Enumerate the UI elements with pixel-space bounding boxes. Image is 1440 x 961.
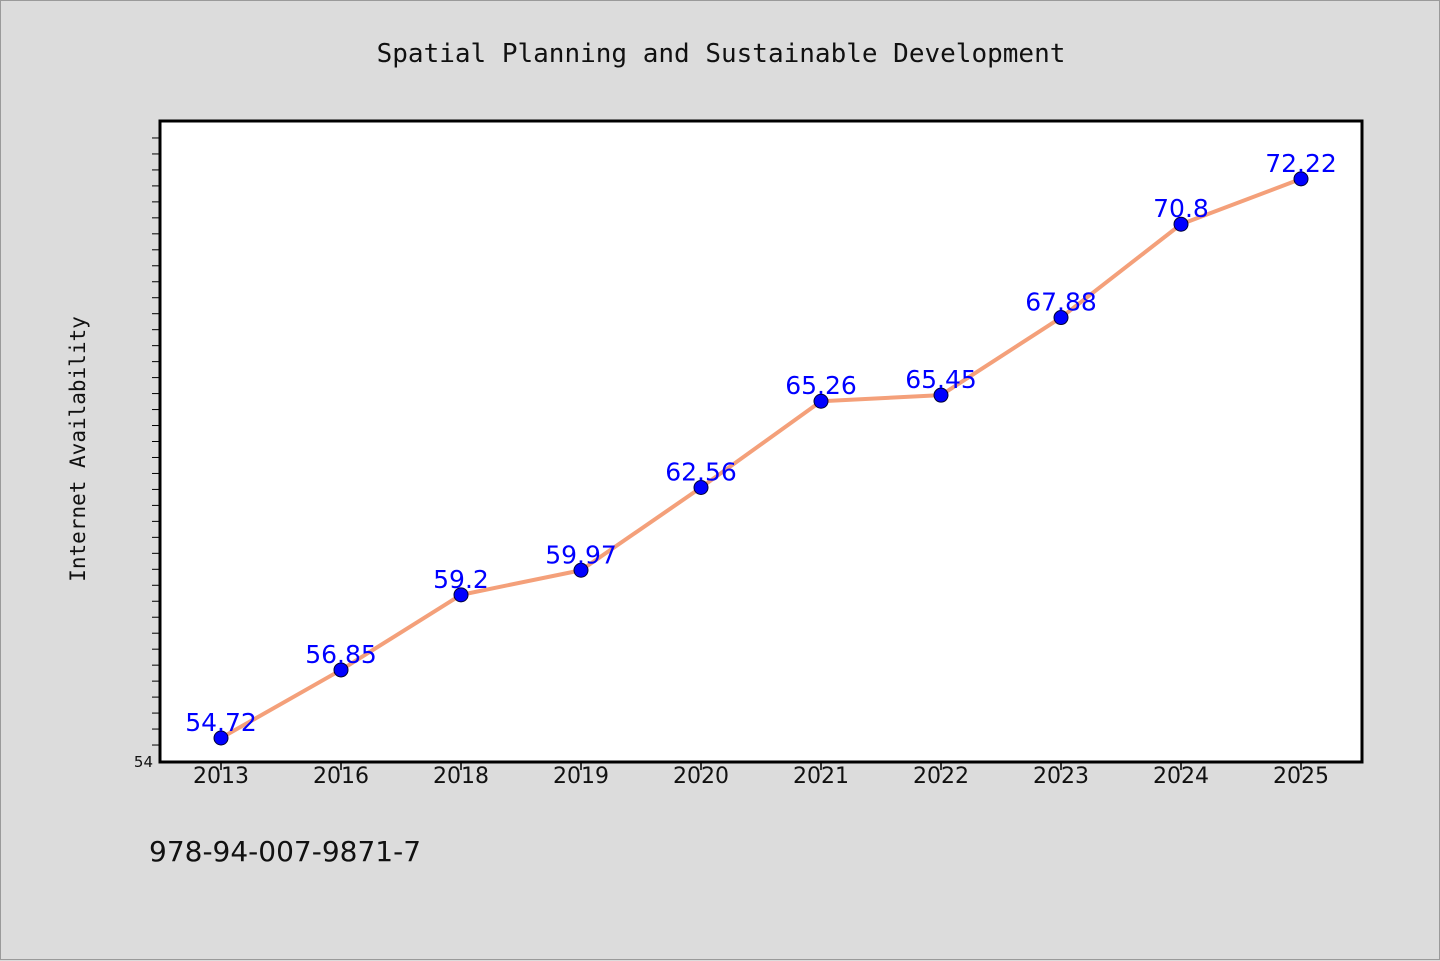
y-tick-label-min: 54 bbox=[134, 753, 153, 771]
data-point bbox=[1053, 310, 1069, 326]
x-tick-label: 2018 bbox=[433, 764, 489, 789]
x-tick-label: 2020 bbox=[673, 764, 729, 789]
data-point bbox=[213, 730, 229, 746]
data-label: 65.26 bbox=[785, 371, 857, 400]
x-axis-ticks: 2013 2016 2018 2019 2020 2021 2022 2023 2024 2025 bbox=[193, 762, 1329, 789]
data-label: 59.97 bbox=[545, 540, 617, 569]
x-tick-label: 2019 bbox=[553, 764, 609, 789]
series-line bbox=[219, 176, 1303, 740]
data-label: 56.85 bbox=[305, 640, 377, 669]
data-point bbox=[813, 393, 829, 409]
x-tick-label: 2016 bbox=[313, 764, 369, 789]
isbn-text: 978-94-007-9871-7 bbox=[149, 835, 422, 868]
data-label: 65.45 bbox=[905, 365, 977, 394]
plot-area bbox=[158, 119, 1364, 764]
x-tick-label: 2022 bbox=[913, 764, 969, 789]
data-label: 67.88 bbox=[1025, 288, 1097, 317]
y-minor-ticks bbox=[152, 137, 160, 746]
data-point bbox=[453, 587, 469, 603]
y-axis-label: Internet Availability bbox=[66, 316, 90, 582]
data-label: 70.8 bbox=[1153, 194, 1209, 223]
x-tick-label: 2023 bbox=[1033, 764, 1089, 789]
x-tick-label: 2013 bbox=[193, 764, 249, 789]
x-tick-label: 2021 bbox=[793, 764, 849, 789]
data-label: 59.2 bbox=[433, 565, 489, 594]
data-labels-group: 54.72 56.85 59.2 59.97 62.56 65.26 65.45 67.88 7… bbox=[185, 149, 1337, 737]
data-point bbox=[693, 480, 709, 496]
data-point bbox=[1293, 171, 1309, 187]
x-tick-label: 2025 bbox=[1273, 764, 1329, 789]
data-point bbox=[333, 662, 349, 678]
series-line-group bbox=[213, 171, 1309, 746]
x-tick-label: 2024 bbox=[1153, 764, 1209, 789]
data-point bbox=[573, 562, 589, 578]
data-point bbox=[1173, 216, 1189, 232]
data-label: 72.22 bbox=[1265, 149, 1337, 178]
data-label: 62.56 bbox=[665, 458, 737, 487]
data-label: 54.72 bbox=[185, 708, 257, 737]
data-point bbox=[933, 387, 949, 403]
chart-title: Spatial Planning and Sustainable Develop… bbox=[377, 39, 1066, 69]
